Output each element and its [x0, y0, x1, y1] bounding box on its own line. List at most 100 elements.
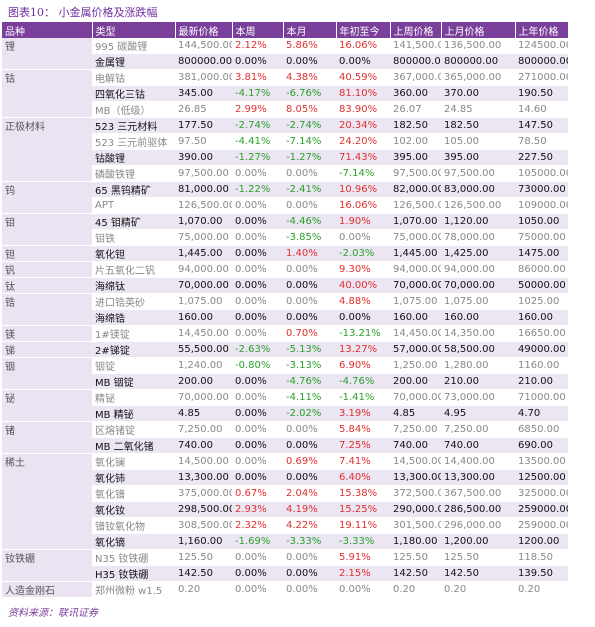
value-cell: 0.00% — [336, 309, 390, 326]
category-cell: 锑 — [2, 341, 92, 358]
value-cell: 13.27% — [336, 341, 390, 358]
type-cell: 电解钴 — [92, 69, 175, 86]
type-cell: MB 铟锭 — [92, 373, 175, 390]
category-cell: 钨 — [2, 181, 92, 214]
value-cell: 200.00 — [390, 373, 441, 390]
value-cell: 0.00% — [232, 229, 283, 246]
type-cell: 氧化镝 — [92, 533, 175, 550]
value-cell: 97,500.00 — [175, 165, 232, 182]
table-row: 钼铁 75,000.00 0.00% -3.85% 0.00% 75,000.00 78,0… — [2, 229, 568, 246]
table-row: MB 铟锭 200.00 0.00% -4.76% -4.76% 200.00 210.00… — [2, 373, 568, 390]
table-row: 氧化钕298,500.002.93%4.19%15.25%290,000.002… — [2, 501, 568, 518]
value-cell: 126,500.00 — [441, 197, 515, 214]
title: 图表10： 小金属价格及涨跌幅 — [8, 6, 158, 19]
value-cell: -2.02% — [283, 405, 336, 422]
value-cell: 142.50 — [441, 565, 515, 582]
type-cell: 进口锆英砂 — [92, 293, 175, 310]
column-header: 类型 — [92, 22, 176, 38]
value-cell: 70,000.00 — [390, 389, 441, 406]
value-cell: 86000.00 — [515, 261, 568, 278]
value-cell: 4.85 — [175, 405, 232, 422]
value-cell: 0.00% — [336, 53, 390, 70]
value-cell: -4.46% — [283, 213, 336, 230]
table-row: 镁 1#镁锭 14,450.00 0.00% 0.70% -13.21% 14,450.00… — [2, 325, 568, 342]
type-cell: MB 二氧化锗 — [92, 437, 175, 454]
table-row: 镨钕氧化物308,500.002.32%4.22%19.11%301,500.0… — [2, 517, 568, 534]
category-cell: 铋 — [2, 389, 92, 422]
value-cell: 12500.00 — [515, 469, 568, 486]
value-cell: 78,000.00 — [441, 229, 515, 246]
value-cell: 13,300.00 — [441, 469, 515, 486]
header-row: 品种 类型 最新价格 本周 本月 年初至今 上周价格 上月价格 上年价格 — [2, 22, 569, 38]
table-row: APT126,500.000.00%0.00%16.06%126,500.001… — [2, 197, 568, 214]
table-row: 锑 2#锑锭 55,500.00 -2.63% -5.13% 13.27% 57,000.0… — [2, 341, 568, 358]
value-cell: -4.17% — [232, 85, 283, 102]
value-cell: 259000.00 — [515, 517, 568, 534]
value-cell: 4.22% — [283, 517, 336, 534]
value-cell: 0.00% — [283, 309, 336, 326]
value-cell: 0.00% — [283, 421, 336, 438]
value-cell: 0.00% — [283, 549, 336, 566]
value-cell: 0.69% — [283, 453, 336, 470]
category-cell: 人造金刚石 — [2, 581, 92, 598]
type-cell: H35 钕铁硼 — [92, 565, 175, 582]
value-cell: -7.14% — [336, 165, 390, 182]
value-cell: 75,000.00 — [390, 229, 441, 246]
value-cell: 147.50 — [515, 117, 568, 134]
value-cell: -4.11% — [283, 389, 336, 406]
table-row: 四氧化三钴 345.00 -4.17% -6.76% 81.10% 360.00 370.0… — [2, 85, 568, 102]
value-cell: 0.00% — [232, 325, 283, 342]
value-cell: 1,075.00 — [441, 293, 515, 310]
category-cell: 钒 — [2, 261, 92, 278]
value-cell: 308,500.00 — [175, 517, 232, 534]
value-cell: 800000.00 — [390, 53, 441, 70]
value-cell: 2.99% — [232, 101, 283, 118]
type-cell: 氧化镧 — [92, 453, 175, 470]
value-cell: 0.00% — [283, 469, 336, 486]
value-cell: 0.00% — [283, 261, 336, 278]
value-cell: 40.00% — [336, 277, 390, 294]
value-cell: 81,000.00 — [175, 181, 232, 198]
type-cell: 钴酸锂 — [92, 149, 175, 166]
value-cell: 49000.00 — [515, 341, 568, 358]
table-row: 钒片五氧化二钒 94,000.00 0.00% 0.00% 9.30% 94,000.00… — [2, 261, 568, 278]
value-cell: 40.59% — [336, 69, 390, 86]
value-cell: 1,445.00 — [175, 245, 232, 262]
value-cell: 0.20 — [390, 581, 441, 598]
value-cell: 296,000.00 — [441, 517, 515, 534]
value-cell: 1.40% — [283, 245, 336, 262]
value-cell: 4.88% — [336, 293, 390, 310]
value-cell: 0.00% — [336, 581, 390, 598]
value-cell: 4.70 — [515, 405, 568, 422]
category-cell: 钽 — [2, 245, 92, 262]
category-cell: 锗 — [2, 421, 92, 454]
type-cell: 2#锑锭 — [92, 341, 175, 358]
value-cell: 1,075.00 — [390, 293, 441, 310]
column-header: 上年价格 — [515, 22, 569, 38]
value-cell: 9.30% — [336, 261, 390, 278]
value-cell: 73000.00 — [515, 181, 568, 198]
value-cell: 375,000.00 — [175, 485, 232, 502]
value-cell: -5.13% — [283, 341, 336, 358]
value-cell: 124500.00 — [515, 38, 568, 54]
table-row: MB（低级） 26.85 2.99% 8.05% 83.90% 26.07 24.85 14.… — [2, 101, 568, 118]
value-cell: 259000.00 — [515, 501, 568, 518]
column-header: 最新价格 — [175, 22, 233, 38]
value-cell: 97,500.00 — [441, 165, 515, 182]
value-cell: 14.60 — [515, 101, 568, 118]
value-cell: 0.20 — [515, 581, 568, 598]
type-cell: 523 三元材料 — [92, 117, 175, 134]
value-cell: 0.00% — [232, 405, 283, 422]
value-cell: 102.00 — [390, 133, 441, 150]
value-cell: 227.50 — [515, 149, 568, 166]
type-cell: 磷酸铁锂 — [92, 165, 175, 182]
value-cell: 4.95 — [441, 405, 515, 422]
value-cell: 1200.00 — [515, 533, 568, 550]
value-cell: 0.00% — [232, 165, 283, 182]
type-cell: 海绵锆 — [92, 309, 175, 326]
table-row: 钼 45 钼精矿 1,070.00 0.00% -4.46% 1.90% 1,070.00 1… — [2, 213, 568, 246]
category-cell: 钕铁硼 — [2, 549, 92, 582]
value-cell: 2.93% — [232, 501, 283, 518]
value-cell: 0.00% — [283, 53, 336, 70]
value-cell: 75,000.00 — [175, 229, 232, 246]
